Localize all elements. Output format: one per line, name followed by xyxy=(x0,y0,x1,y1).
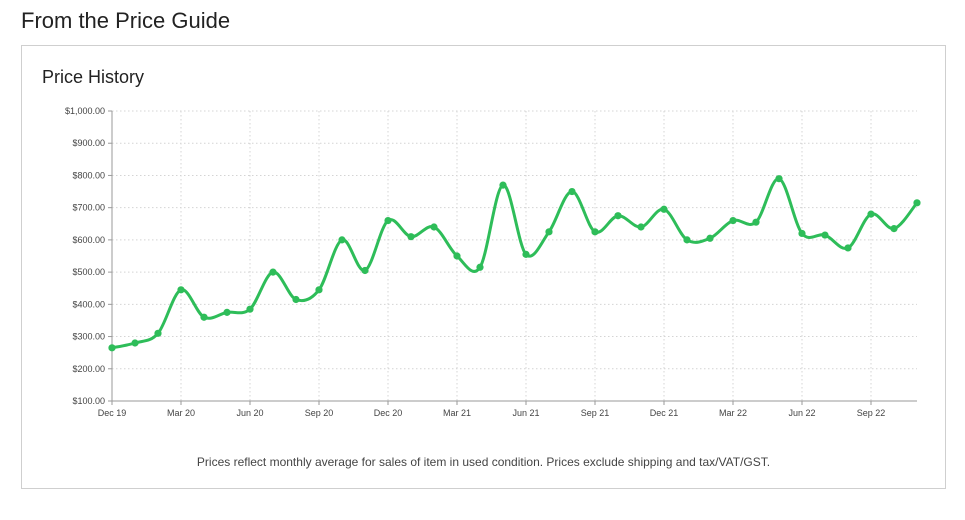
data-point[interactable] xyxy=(752,218,760,226)
data-point[interactable] xyxy=(729,216,737,225)
y-tick-label: $500.00 xyxy=(72,267,105,277)
x-tick-label: Sep 20 xyxy=(305,408,334,418)
data-point[interactable] xyxy=(246,305,254,313)
grid-lines xyxy=(111,110,917,402)
y-tick-label: $900.00 xyxy=(72,138,105,148)
data-point[interactable] xyxy=(315,286,323,294)
x-tick-label: Jun 22 xyxy=(788,408,815,418)
data-point[interactable] xyxy=(430,223,438,231)
x-tick-label: Mar 22 xyxy=(719,408,747,418)
data-point[interactable] xyxy=(522,250,530,258)
data-point[interactable] xyxy=(269,268,277,276)
data-point[interactable] xyxy=(108,344,116,352)
data-point[interactable] xyxy=(844,244,852,252)
x-tick-labels: Dec 19 Mar 20 Jun 20 Sep 20 Dec 20 Mar 21 Jun … xyxy=(98,408,886,418)
x-tick-label: Jun 21 xyxy=(512,408,539,418)
data-point[interactable] xyxy=(223,308,231,316)
data-point[interactable] xyxy=(660,205,668,213)
data-point[interactable] xyxy=(177,286,185,294)
x-tick-label: Mar 21 xyxy=(443,408,471,418)
price-history-card: Price History $100.00 $200.00 $300.00 $400.… xyxy=(21,45,946,489)
y-tick-label: $300.00 xyxy=(72,332,105,342)
price-history-chart: $100.00 $200.00 $300.00 $400.00 $500.00 $600.… xyxy=(65,106,921,418)
data-point[interactable] xyxy=(913,199,921,207)
y-tick-label: $800.00 xyxy=(72,170,105,180)
x-tick-label: Sep 21 xyxy=(581,408,610,418)
data-point[interactable] xyxy=(775,175,783,183)
y-tick-labels: $100.00 $200.00 $300.00 $400.00 $500.00 $600.… xyxy=(65,106,105,406)
y-tick-label: $1,000.00 xyxy=(65,106,105,116)
data-point[interactable] xyxy=(637,223,645,231)
data-point[interactable] xyxy=(821,231,829,239)
section-title: From the Price Guide xyxy=(21,8,231,33)
data-point[interactable] xyxy=(798,229,806,238)
price-line xyxy=(110,177,919,350)
data-point[interactable] xyxy=(568,187,576,196)
axes xyxy=(108,110,917,405)
data-point[interactable] xyxy=(338,236,346,244)
data-point[interactable] xyxy=(131,339,139,347)
chart-title: Price History xyxy=(42,67,145,87)
x-tick-label: Mar 20 xyxy=(167,408,195,418)
data-point[interactable] xyxy=(706,234,714,242)
y-tick-label: $700.00 xyxy=(72,203,105,213)
x-tick-label: Dec 19 xyxy=(98,408,127,418)
data-point[interactable] xyxy=(499,181,507,189)
y-tick-label: $400.00 xyxy=(72,299,105,309)
y-tick-label: $200.00 xyxy=(72,364,105,374)
data-point[interactable] xyxy=(292,295,300,304)
x-tick-label: Dec 21 xyxy=(650,408,679,418)
data-point[interactable] xyxy=(453,252,461,260)
y-tick-label: $100.00 xyxy=(72,396,105,406)
data-points xyxy=(108,175,921,352)
data-point[interactable] xyxy=(867,210,875,218)
data-point[interactable] xyxy=(545,228,553,236)
y-tick-label: $600.00 xyxy=(72,235,105,245)
data-point[interactable] xyxy=(407,233,415,241)
x-tick-label: Jun 20 xyxy=(236,408,263,418)
x-tick-label: Dec 20 xyxy=(374,408,403,418)
data-point[interactable] xyxy=(200,313,208,321)
x-tick-label: Sep 22 xyxy=(857,408,886,418)
data-point[interactable] xyxy=(683,236,691,244)
data-point[interactable] xyxy=(591,228,599,236)
data-point[interactable] xyxy=(476,263,484,271)
data-point[interactable] xyxy=(890,225,898,233)
data-point[interactable] xyxy=(361,266,369,275)
data-point[interactable] xyxy=(154,329,162,337)
chart-footnote: Prices reflect monthly average for sales… xyxy=(196,455,771,469)
data-point[interactable] xyxy=(384,216,392,225)
data-point[interactable] xyxy=(614,212,622,220)
